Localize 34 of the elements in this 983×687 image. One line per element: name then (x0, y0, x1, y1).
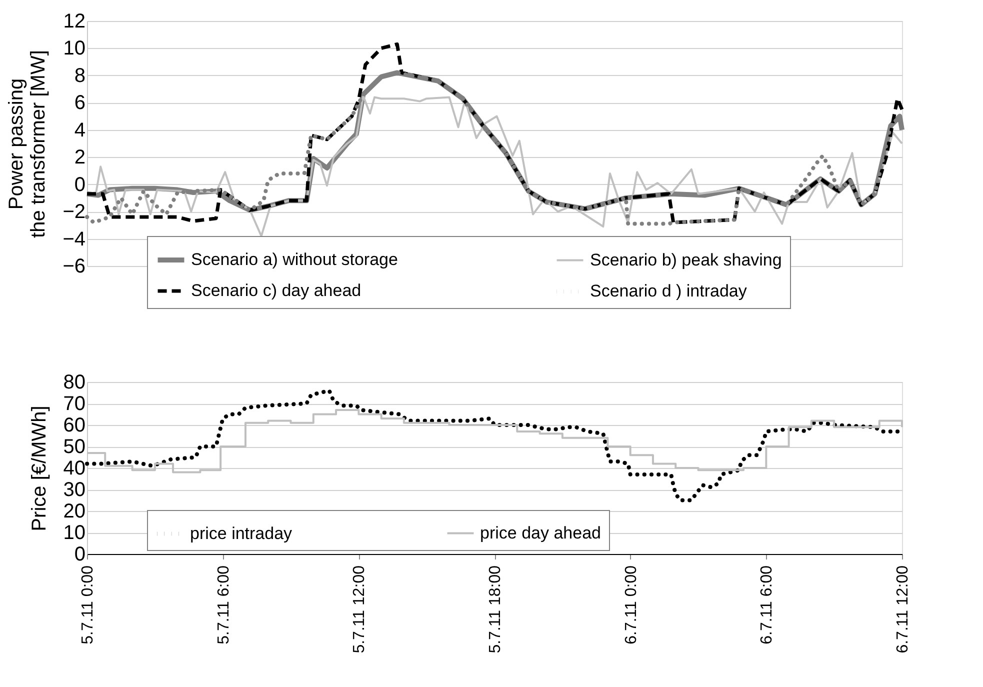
x-tick-label: 6.7.11 12:00 (894, 565, 912, 654)
y-tick-label: 12 (63, 10, 86, 32)
legend-label: Scenario a) without storage (191, 250, 398, 269)
y-axis-title: Power passing the transformer [MW] (6, 50, 50, 238)
y-tick-label: 10 (63, 38, 86, 60)
x-tick-label: 5.7.11 18:00 (487, 565, 504, 654)
legend-label: price intraday (190, 524, 293, 543)
y-tick-label: 2 (74, 146, 86, 169)
y-tick-label: 50 (63, 436, 86, 458)
y-tick-label: 40 (63, 458, 86, 480)
legend-label: Scenario c) day ahead (191, 281, 362, 300)
y-tick-label: 60 (63, 414, 86, 436)
y-tick-label: −4 (62, 228, 86, 250)
y-tick-label: 0 (74, 174, 86, 196)
x-tick-label: 5.7.11 6:00 (215, 565, 232, 644)
y-tick-label: 80 (63, 372, 86, 394)
y-axis-title: Price [€/MWh] (28, 406, 50, 532)
legend-label: Scenario b) peak shaving (590, 250, 782, 270)
y-tick-label: −6 (62, 256, 86, 278)
x-tick-label: 5.7.11 0:00 (80, 565, 96, 644)
x-tick-label: 5.7.11 12:00 (351, 565, 368, 654)
y-tick-label: 4 (74, 119, 86, 142)
legend-label: price day ahead (480, 523, 601, 542)
y-tick-label: 70 (63, 393, 86, 415)
x-tick-label: 6.7.11 6:00 (758, 565, 776, 644)
x-tick-label: 6.7.11 0:00 (622, 565, 640, 644)
y-tick-label: −2 (62, 201, 86, 224)
y-tick-label: 20 (63, 500, 86, 522)
y-tick-label: 8 (74, 64, 86, 87)
y-tick-label: 10 (63, 522, 86, 544)
y-tick-label: 6 (74, 92, 86, 114)
legend-label: Scenario d ) intraday (590, 282, 748, 300)
y-tick-label: 30 (63, 479, 86, 501)
y-tick-label: 0 (74, 544, 86, 566)
